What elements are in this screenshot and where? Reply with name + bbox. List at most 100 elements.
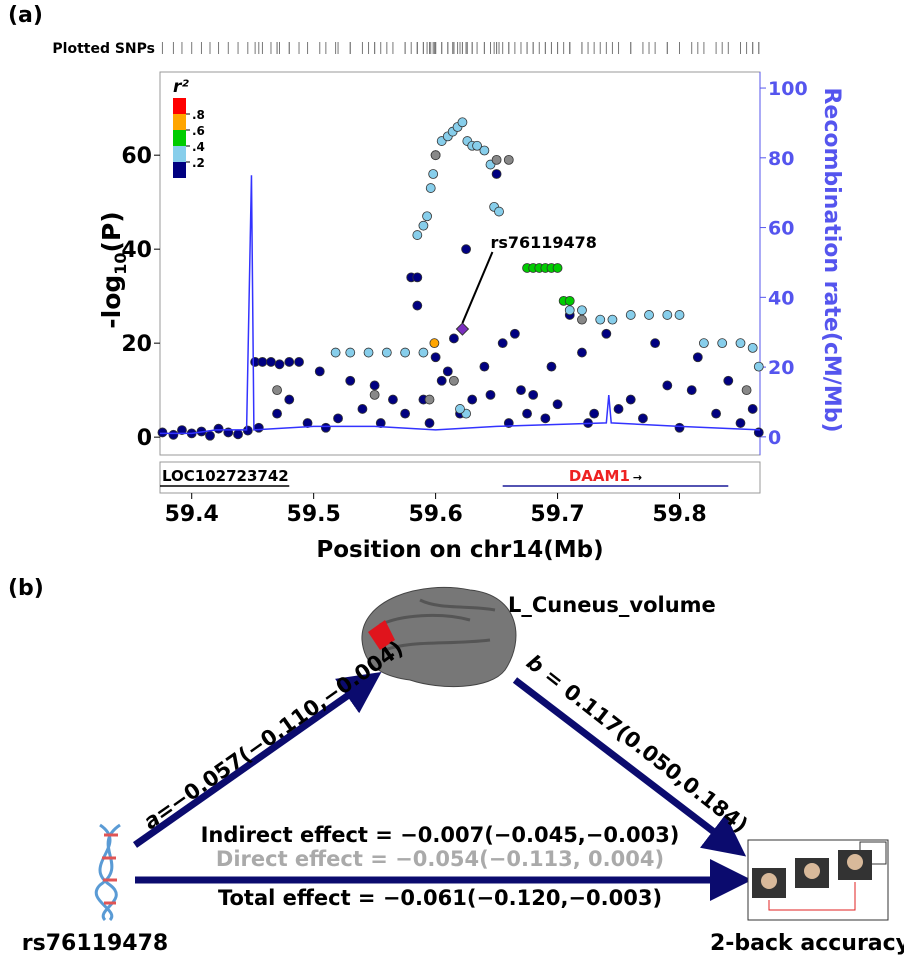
snp-point [418, 220, 429, 231]
path-a-label: a=−0.057(−0.110,−0.004) [139, 636, 408, 834]
snp-point [686, 385, 697, 396]
annotation: rs76119478 [490, 233, 596, 252]
mediator-label: L_Cuneus_volume [508, 593, 716, 617]
path-value: =−0.057(−0.110,−0.004) [151, 636, 408, 826]
snp-point [613, 404, 624, 414]
outcome-label: 2-back accuracy [710, 931, 904, 956]
snp-point [400, 408, 411, 419]
snp-point [177, 425, 187, 435]
snp-point [735, 418, 746, 428]
snp-point [552, 399, 563, 410]
y2-tick-label: 20 [768, 357, 794, 379]
snp-point [479, 361, 490, 372]
snp-point [345, 347, 356, 358]
snp-point [479, 145, 490, 156]
snp-point [400, 347, 411, 358]
snp-point [528, 389, 539, 400]
snp-point [607, 314, 618, 325]
snp-point [674, 422, 685, 433]
snp-point [595, 314, 606, 325]
snp-point [330, 347, 341, 358]
snp-point [274, 359, 285, 370]
snp-point [412, 272, 423, 283]
lead-snp [455, 322, 470, 336]
legend-swatch [173, 162, 186, 178]
snp-point [333, 413, 343, 424]
y2-tick-label: 80 [768, 148, 794, 170]
snp-point [284, 394, 295, 405]
snp-point [449, 375, 459, 386]
snp-point [644, 310, 654, 320]
snp-point [717, 338, 728, 349]
snp-point [577, 314, 587, 325]
snp-point [509, 328, 520, 339]
snp-point [540, 413, 551, 424]
snp-point [674, 310, 685, 320]
gene-strand: → [633, 471, 642, 484]
snp-point [461, 244, 471, 255]
y2-tick-label: 60 [768, 218, 794, 240]
snp-point [491, 154, 502, 165]
snp-point [266, 357, 276, 367]
snp-point [564, 295, 575, 306]
snp-point [638, 413, 648, 424]
snp-point [429, 338, 440, 349]
snp-point [428, 169, 439, 179]
legend-swatch [173, 98, 186, 114]
snp-point [157, 427, 168, 438]
snp-point [424, 394, 435, 405]
snp-point [589, 408, 600, 419]
path-value: = 0.117(0.050,0.184) [534, 659, 753, 837]
arrow-b [512, 677, 747, 857]
y2-tick-label: 0 [768, 427, 781, 449]
snp-point [503, 154, 514, 165]
snp-point [467, 394, 478, 405]
snp-point [381, 347, 392, 358]
y-axis-title-part: -log [97, 275, 126, 329]
snp-point [272, 408, 282, 419]
arrow-a [132, 671, 382, 848]
snp-point [455, 404, 465, 414]
snp-point [485, 389, 496, 400]
snp-point [741, 385, 752, 396]
snp-point [205, 430, 215, 441]
y2-tick-label: 40 [768, 287, 794, 309]
y-tick-label: 0 [137, 426, 152, 451]
snp-point [430, 352, 441, 363]
legend-tick-label: .2 [192, 156, 205, 170]
snp-point [577, 305, 587, 316]
y-axis-title-part: (P) [97, 211, 126, 252]
snp-point [168, 429, 179, 440]
snp-point [233, 429, 243, 440]
y-axis-title-part: 10 [111, 252, 130, 274]
x-tick-label: 59.6 [408, 502, 462, 527]
snp-point [345, 375, 356, 386]
gene-label: DAAM1 → [569, 467, 642, 485]
snp-point [723, 375, 734, 386]
snp-point [449, 333, 459, 344]
panel-label: (a) [8, 3, 43, 28]
indirect-effect: Indirect effect = −0.007(−0.045,−0.003) [201, 823, 680, 847]
gene-label: LOC102723742 [162, 467, 289, 485]
legend-tick-label: .4 [192, 140, 205, 154]
brain [361, 586, 517, 687]
snp-point [369, 380, 380, 391]
snp-point [302, 418, 313, 428]
snp-point [494, 206, 504, 217]
snp-point [436, 375, 447, 386]
snp-point [735, 338, 746, 349]
x-axis-title: Position on chr14(Mb) [316, 537, 603, 563]
legend-title: r² [173, 77, 189, 97]
locus-plot: Plotted SNPs 0 20 40 60 0 20 40 60 80 100 59.4 59.5 5… [52, 41, 844, 563]
x-tick-label: 59.8 [652, 502, 706, 527]
snp-point [424, 418, 435, 428]
snp-point [577, 347, 587, 358]
snp-point [516, 385, 526, 396]
y-tick-label: 40 [121, 238, 152, 263]
legend-tick-label: .8 [192, 108, 205, 122]
snp-point [552, 263, 563, 273]
snp-point [314, 366, 325, 377]
snp-point [491, 169, 502, 179]
snp-point [422, 211, 432, 222]
snp-point [747, 342, 758, 353]
